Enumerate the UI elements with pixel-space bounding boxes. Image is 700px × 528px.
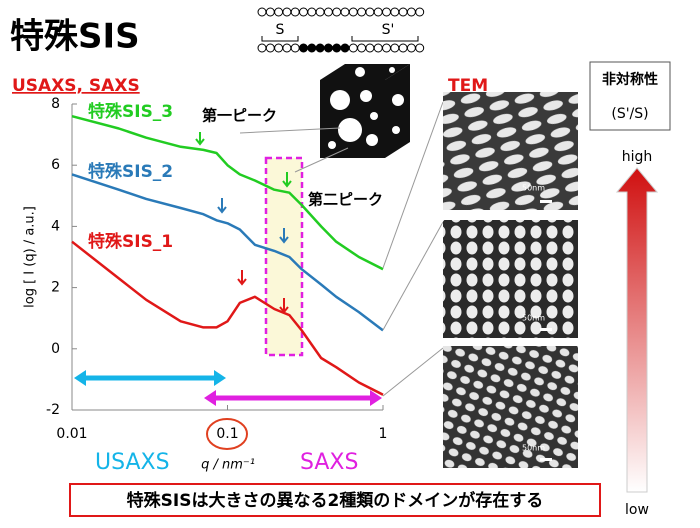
series-label: 特殊SIS_3 [88, 101, 173, 122]
tem-image [443, 92, 578, 210]
bead [265, 7, 275, 17]
y-tick-label: 4 [51, 218, 60, 234]
bead [415, 43, 425, 53]
plot: -2 0 2 4 6 8 0.01 0.1 1 特殊SIS_3 特殊SIS_2 特殊SIS_1 [46, 96, 387, 442]
range-arrows [74, 370, 382, 406]
bead [348, 7, 358, 17]
y-axis-label: log [ I (q) / a.u.] [23, 206, 38, 308]
y-tick-label: 0 [51, 341, 60, 357]
cube [320, 64, 410, 158]
x-tick-label: 0.1 [216, 426, 238, 442]
y-tick-label: 8 [51, 96, 60, 112]
range-label: USAXS [95, 450, 170, 475]
bead [365, 43, 375, 53]
tem-label: TEM [448, 76, 488, 96]
y-tick-label: -2 [46, 402, 60, 418]
bead [382, 43, 391, 53]
bead [398, 43, 408, 53]
series-line [71, 240, 384, 396]
bead [357, 43, 367, 53]
x-tick-label: 1 [379, 426, 388, 442]
bead [307, 7, 317, 17]
bead [282, 7, 292, 17]
chart-title: USAXS, SAXS [12, 76, 140, 96]
footer-box [69, 483, 601, 517]
x-axis-label: q / nm⁻¹ [201, 458, 255, 473]
bead [373, 43, 383, 53]
bead [299, 43, 308, 53]
y-tick-label: 6 [51, 157, 60, 173]
highlight-circle [206, 418, 248, 450]
y-tick-label: 2 [51, 280, 60, 296]
bead [406, 43, 416, 53]
scale-bars: 50nm 50nm 50nm [522, 184, 552, 461]
bead [390, 7, 400, 17]
bead [290, 43, 300, 53]
bead [373, 7, 383, 17]
bead [406, 7, 416, 17]
bead [323, 7, 333, 17]
bead [415, 7, 425, 17]
bead [257, 7, 267, 17]
bead [257, 43, 267, 53]
bead [290, 7, 300, 17]
bead [332, 7, 342, 17]
chain-diagram [257, 7, 425, 53]
asym-title: 非対称性 [602, 71, 658, 88]
bead [282, 43, 292, 53]
x-tick-label: 0.01 [56, 426, 87, 442]
bead [382, 7, 391, 17]
bead [265, 43, 275, 53]
bead [299, 7, 308, 17]
tem-image [443, 346, 578, 468]
bead [274, 43, 284, 53]
bead [398, 7, 408, 17]
annotation: 第一ピーク [202, 107, 277, 125]
bead [332, 43, 342, 53]
scale-label: 50nm [522, 314, 545, 323]
peak-arrows [195, 132, 292, 314]
bead [307, 43, 317, 53]
chain-label: S' [382, 22, 395, 38]
bead [390, 43, 400, 53]
low-label: low [625, 502, 649, 518]
bracket [261, 36, 419, 42]
series-label: 特殊SIS_1 [88, 231, 173, 252]
scale-label: 50nm [522, 444, 545, 453]
bead [274, 7, 284, 17]
bead [365, 7, 375, 17]
bead [315, 43, 325, 53]
asym-ratio: (S'/S) [611, 106, 648, 122]
bead [315, 7, 325, 17]
gradient-arrow [615, 167, 659, 493]
tem-image [443, 220, 578, 338]
chain-label: S [276, 22, 285, 38]
series-label: 特殊SIS_2 [88, 161, 173, 182]
asym-box [589, 61, 671, 131]
footer: 特殊SISは大きさの異なる2種類のドメインが存在する [127, 490, 544, 511]
bead [340, 43, 350, 53]
scale-label: 50nm [522, 184, 545, 193]
series-line [71, 114, 384, 271]
range-label: SAXS [300, 450, 358, 475]
high-label: high [622, 149, 653, 165]
bead [340, 7, 350, 17]
bead [348, 43, 358, 53]
annotation: 第二ピーク [308, 191, 383, 209]
bead [323, 43, 333, 53]
slide-title: 特殊SIS [10, 17, 140, 57]
series-line [71, 173, 384, 332]
bead [357, 7, 367, 17]
pointer-lines [239, 101, 444, 397]
